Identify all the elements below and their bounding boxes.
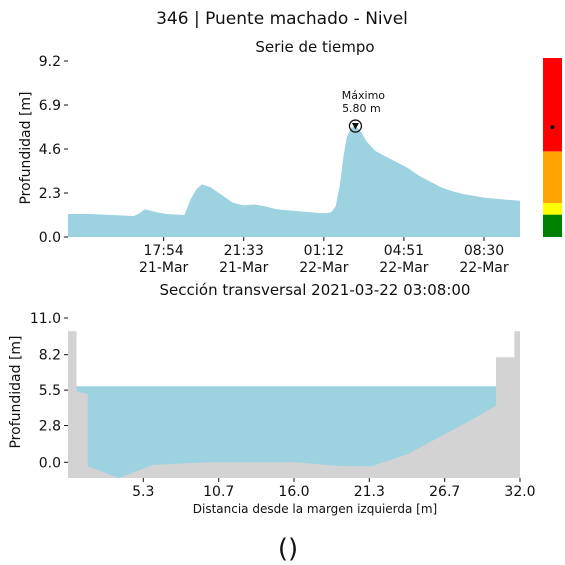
cross-section-x-label: Distancia desde la margen izquierda [m]	[193, 502, 437, 516]
x-tick-date: 22-Mar	[299, 260, 349, 276]
x-tick-label: 26.7	[429, 484, 460, 500]
y-tick-label: 0.0	[39, 455, 61, 471]
max-annotation: Máximo 5.80 m	[342, 89, 386, 133]
cross-section-y-label: Profundidad [m]	[8, 335, 24, 448]
alert-level-red	[543, 58, 562, 152]
current-level-marker	[550, 125, 555, 130]
x-tick-label: 16.0	[278, 484, 309, 500]
x-tick-date: 21-Mar	[219, 260, 269, 276]
y-tick-label: 2.3	[39, 186, 61, 202]
timeseries-plot: 0.02.34.66.99.2 17:5421-Mar21:3321-Mar01…	[39, 54, 520, 276]
cross-section-y-axis: 11.0 8.2 5.5 2.8 0.0	[30, 311, 68, 471]
y-tick-label: 8.2	[39, 348, 61, 364]
x-tick-date: 22-Mar	[459, 260, 509, 276]
y-tick-label: 5.5	[39, 383, 61, 399]
max-label: Máximo	[342, 89, 386, 102]
timeseries-title: Serie de tiempo	[255, 38, 374, 56]
x-tick-time: 04:51	[384, 243, 424, 259]
alert-level-orange	[543, 151, 562, 203]
riverbed-area	[68, 331, 520, 478]
x-tick-time: 08:30	[464, 243, 504, 259]
timeseries-area	[68, 126, 520, 237]
x-tick-time: 01:12	[304, 243, 344, 259]
max-marker	[348, 119, 363, 133]
x-tick-time: 21:33	[224, 243, 264, 259]
x-tick-time: 17:54	[143, 243, 183, 259]
alert-level-green	[543, 214, 562, 237]
x-tick-date: 21-Mar	[139, 260, 189, 276]
timeseries-y-axis: 0.0 2.3 4.6 6.9 9.2	[39, 54, 68, 246]
cross-section-x-axis: 5.3 10.7 16.0 21.3 26.7 32.0	[132, 478, 536, 500]
footer-text: ()	[278, 534, 298, 564]
timeseries-y-label: Profundidad [m]	[18, 91, 34, 204]
alert-level-yellow	[543, 202, 562, 215]
x-tick-label: 21.3	[354, 484, 385, 500]
y-tick-label: 4.6	[39, 142, 61, 158]
x-tick-label: 5.3	[132, 484, 154, 500]
y-tick-label: 0.0	[39, 230, 61, 246]
max-arrow-icon	[351, 123, 359, 130]
cross-section-plot: 11.0 8.2 5.5 2.8 0.0 5.3 10.7 16.0 21.3 26.7 32.0	[30, 311, 536, 500]
timeseries-x-axis: 17:5421-Mar21:3321-Mar01:1222-Mar04:5122…	[139, 237, 509, 276]
y-tick-label: 6.9	[39, 98, 61, 114]
max-value: 5.80 m	[342, 102, 381, 115]
x-tick-label: 32.0	[504, 484, 535, 500]
cross-section-title: Sección transversal 2021-03-22 03:08:00	[160, 281, 471, 299]
x-tick-label: 10.7	[203, 484, 234, 500]
y-tick-label: 2.8	[39, 419, 61, 435]
alert-level-bar	[543, 58, 562, 237]
figure-title: 346 | Puente machado - Nivel	[156, 9, 408, 29]
y-tick-label: 9.2	[39, 54, 61, 70]
y-tick-label: 11.0	[30, 311, 61, 327]
x-tick-date: 22-Mar	[379, 260, 429, 276]
